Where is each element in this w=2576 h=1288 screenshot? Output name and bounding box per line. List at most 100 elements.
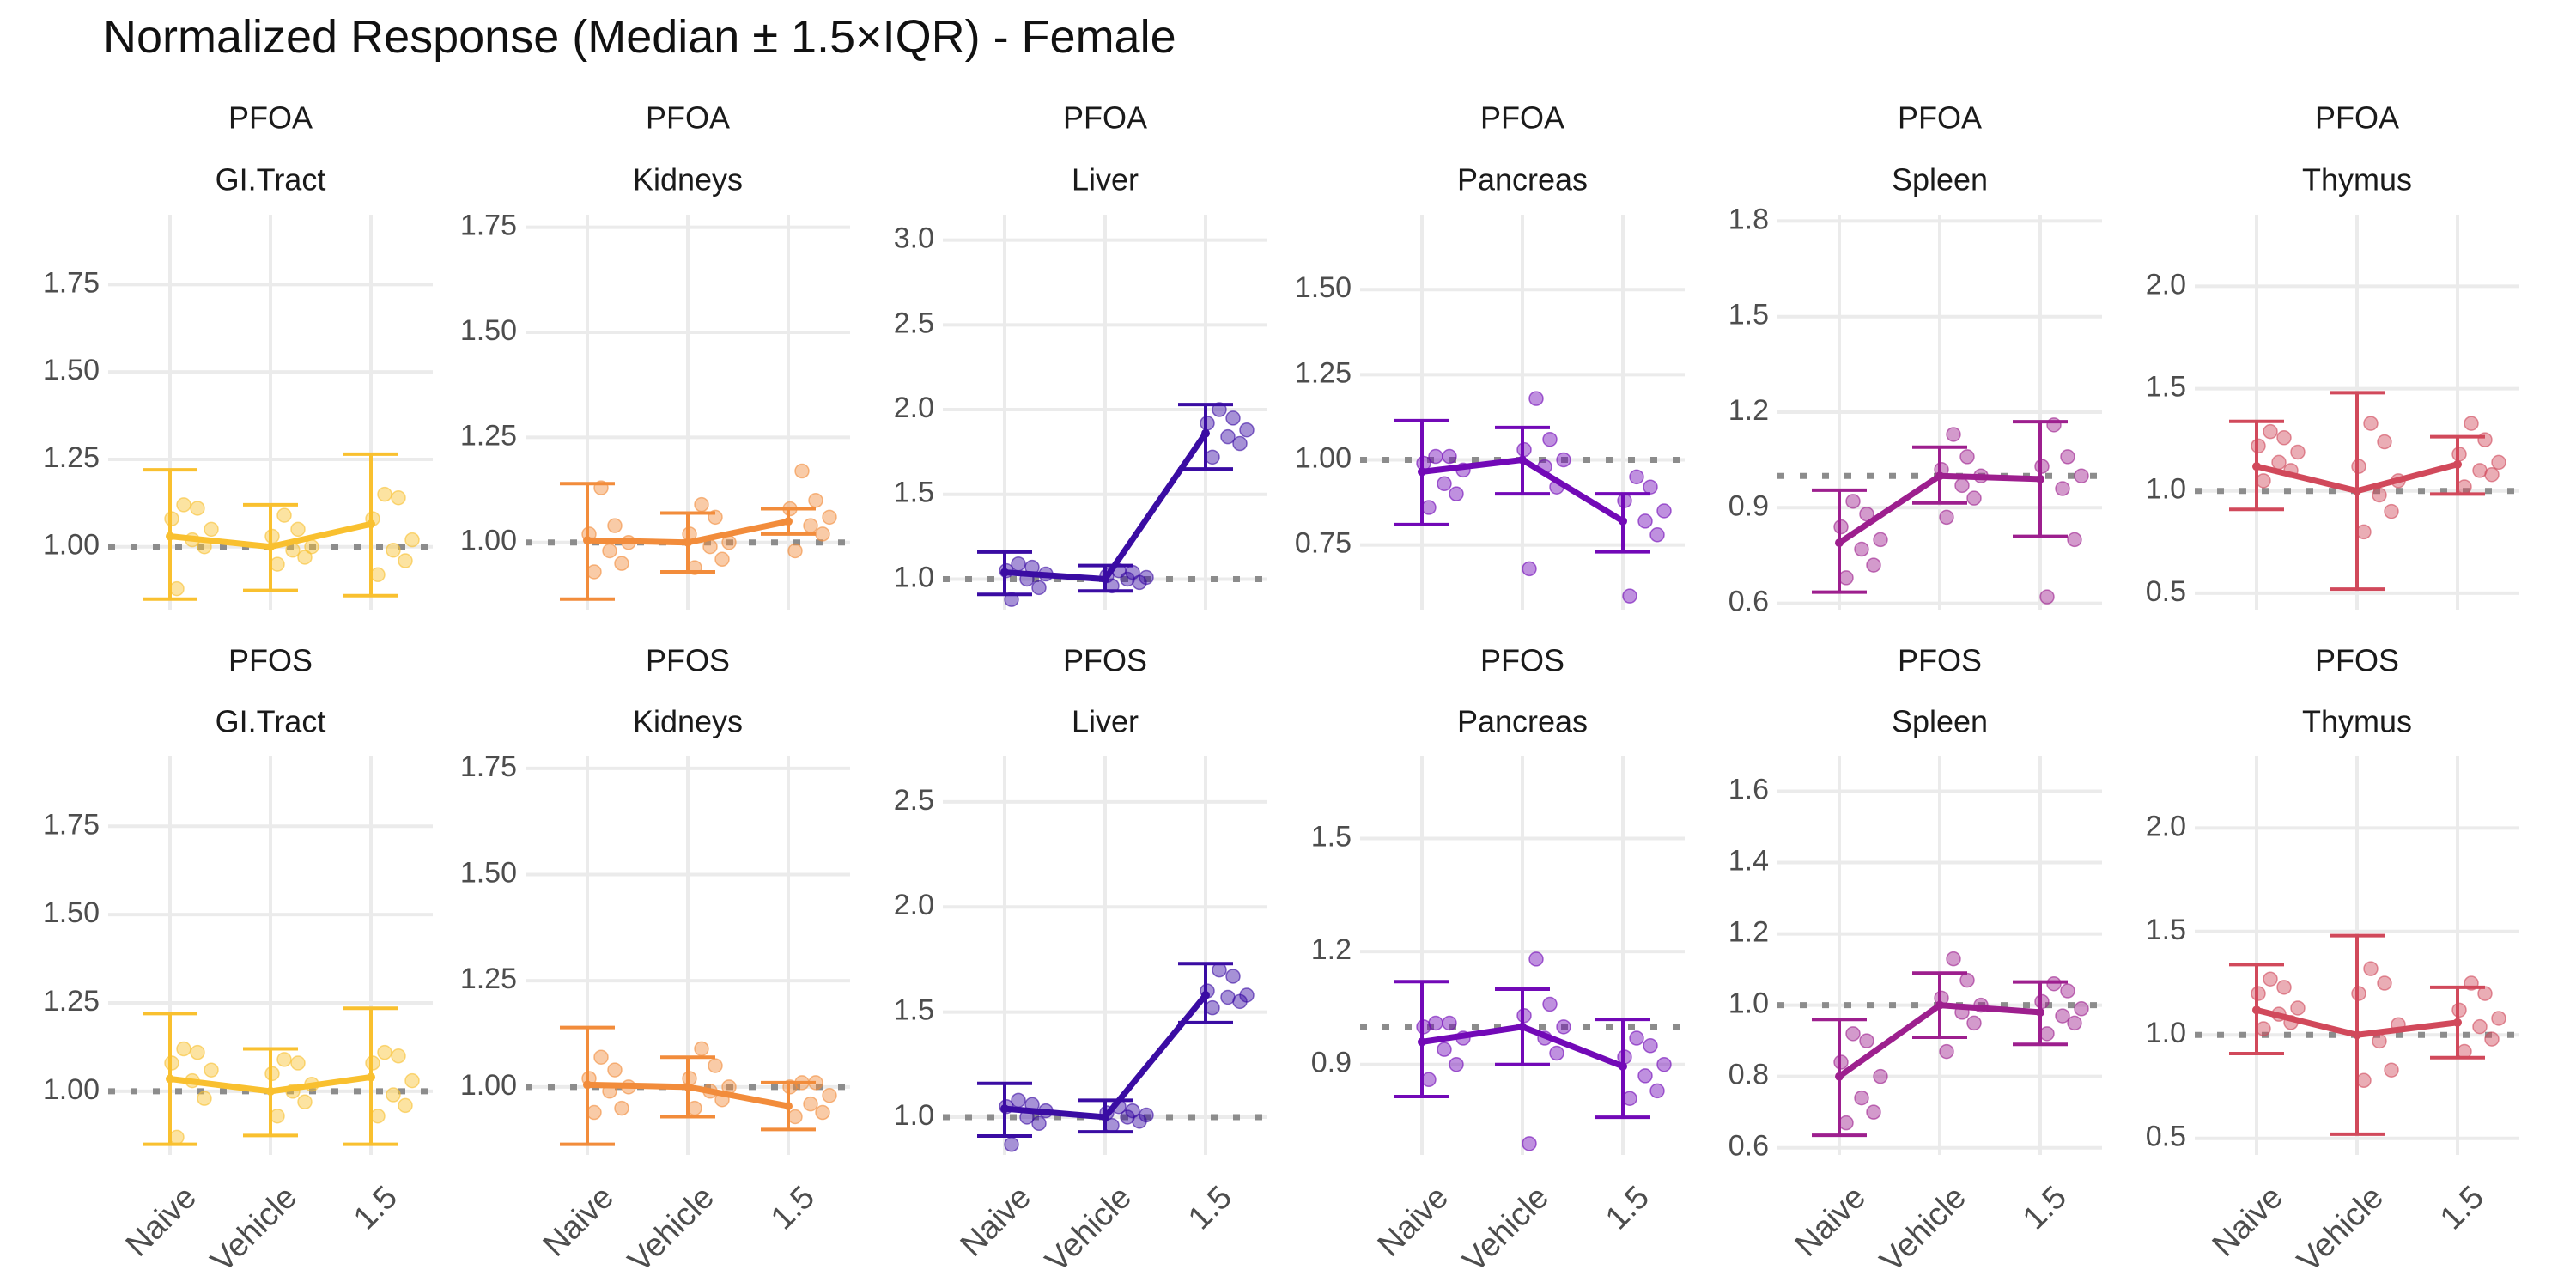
facet-panel-pfoa-liver: PFOA Liver 1.0 1.5 2.0 2.5 3.0 [894,100,1267,610]
data-point [1449,1056,1464,1072]
data-point [1522,561,1537,577]
data-point [2464,416,2479,431]
data-point [1139,569,1154,586]
strip-label-organ: GI.Tract [216,162,326,197]
data-point [391,1048,406,1064]
y-tick-label: 1.00 [43,529,100,562]
data-point [404,1072,420,1089]
median-point [583,1080,592,1090]
y-tick-label: 2.5 [894,307,934,339]
data-point [2074,468,2089,483]
data-point [815,1104,830,1121]
strip-label-compound: PFOA [1063,100,1147,136]
y-tick-label: 1.5 [1728,299,1769,331]
y-tick-label: 1.8 [1728,203,1769,235]
facet-panel-pfos-thymus: PFOS Thymus 0.5 1.0 1.5 2.0 Naive Vehicle 1.5 [2146,643,2519,1279]
data-point [1421,500,1437,515]
median-point [1418,467,1426,477]
y-tick-label: 1.25 [460,963,517,995]
data-point [1643,1038,1658,1054]
data-point [2363,961,2379,976]
data-point [822,1087,837,1103]
y-tick-label: 2.5 [894,784,934,817]
data-point [1428,448,1443,465]
median-point [266,1086,275,1096]
data-point [694,1041,709,1057]
data-point [2491,1011,2506,1026]
data-point [297,550,313,565]
x-tick-label: Naive [119,1179,204,1263]
y-tick-label: 1.5 [2146,914,2186,946]
y-tick-label: 0.8 [1728,1059,1769,1091]
strip-label-compound: PFOS [2315,643,2399,678]
data-point [2384,1062,2399,1078]
data-point [787,1109,803,1125]
data-point [386,1087,401,1103]
data-point [1125,1103,1140,1119]
y-tick-label: 1.00 [1295,442,1352,475]
data-point [787,543,803,559]
data-point [1220,989,1236,1005]
median-point [1518,455,1527,465]
strip-label-organ: Liver [1072,162,1139,197]
median-point [1418,1037,1426,1047]
data-point [2484,1031,2500,1047]
data-point [2290,444,2306,460]
data-point [1556,452,1571,468]
data-point [2457,479,2472,495]
median-point [583,536,592,545]
y-tick-label: 2.0 [2146,810,2186,842]
data-point [1643,479,1658,495]
data-point [714,551,730,568]
y-tick-label: 1.2 [1728,394,1769,427]
data-point [2290,1000,2306,1016]
facet-panel-pfos-spleen: PFOS Spleen 0.6 0.8 1.0 1.2 1.4 1.6 Naive Vehicle… [1728,643,2102,1279]
data-point [1225,410,1241,426]
x-tick-label: Naive [537,1179,621,1263]
data-point [1866,557,1881,573]
median-point [2353,1030,2361,1040]
data-point [1232,435,1248,452]
data-point [1031,1115,1047,1132]
y-tick-label: 1.75 [43,808,100,841]
y-tick-label: 0.6 [1728,586,1769,618]
data-point [1239,987,1255,1003]
data-point [1125,564,1140,580]
strip-label-organ: Thymus [2302,162,2412,197]
median-point [2252,462,2261,471]
y-tick-label: 1.0 [894,561,934,593]
strip-label-compound: PFOS [1898,643,1982,678]
x-tick-label: Vehicle [1039,1179,1139,1279]
data-point [2067,532,2082,548]
data-point [1031,580,1047,596]
data-point [1442,1015,1457,1031]
data-point [276,507,292,523]
data-point [1139,1107,1154,1123]
data-point [607,1062,623,1078]
median-point [1000,1104,1009,1114]
data-point [1866,1104,1881,1120]
data-point [1838,1115,1854,1131]
facet-panel-pfos-pancreas: PFOS Pancreas 0.9 1.2 1.5 Naive Vehicle 1.5 [1311,643,1685,1279]
x-tick-label: Naive [954,1179,1038,1263]
median-point [2453,459,2462,469]
median-point [1518,1022,1527,1031]
data-point [1542,996,1558,1012]
y-tick-label: 0.5 [2146,575,2186,608]
y-tick-label: 1.75 [460,210,517,242]
x-tick-label: Vehicle [1874,1179,1973,1279]
data-point [370,1108,386,1124]
data-point [1946,951,1961,967]
y-tick-label: 2.0 [894,889,934,921]
x-tick-label: Naive [2206,1179,2290,1263]
data-point [808,493,823,508]
data-point [1959,449,1975,465]
data-point [2472,1018,2488,1035]
strip-label-organ: Spleen [1892,162,1988,197]
median-point [1000,568,1009,577]
median-point [784,517,793,526]
x-tick-label: Vehicle [204,1179,304,1279]
strip-label-organ: Pancreas [1457,704,1588,739]
data-point [1845,1026,1861,1042]
